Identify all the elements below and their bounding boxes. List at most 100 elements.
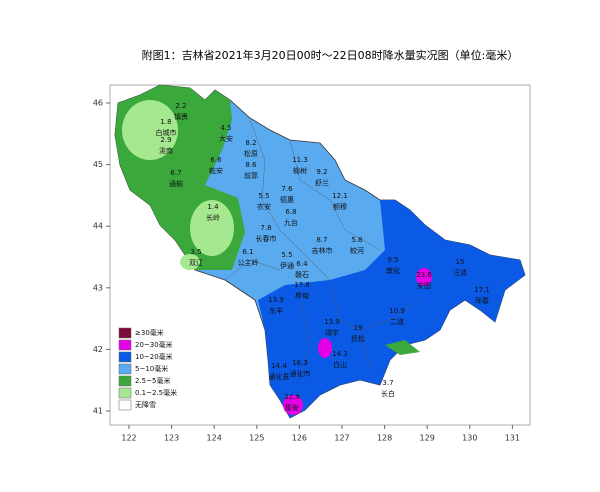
station-name: 伊通: [280, 261, 294, 270]
station-value: 7.6: [281, 185, 293, 193]
county-borders: [224, 119, 421, 381]
region-light: [180, 254, 200, 270]
station-name: 通榆: [169, 179, 183, 188]
region-20-30: [283, 395, 303, 415]
station-name: 磐石: [295, 270, 309, 279]
legend-swatch: [118, 327, 132, 339]
station-value: 10.9: [389, 307, 405, 315]
region-20-30: [416, 268, 432, 286]
station-value: 7.8: [260, 224, 271, 232]
station-name: 二道: [390, 317, 404, 326]
station-name: 汪清: [453, 268, 467, 277]
station-value: 5.5: [258, 192, 269, 200]
legend-swatch: [118, 351, 132, 363]
station-name: 舒兰: [315, 178, 329, 187]
legend-swatch: [118, 339, 132, 351]
legend-label: 5~10毫米: [135, 364, 168, 373]
station-name: 安图: [417, 281, 431, 290]
station-value: 5.8: [351, 236, 362, 244]
station-value: 6.8: [285, 208, 296, 216]
y-tick-label: 45: [93, 160, 103, 169]
station-name: 通化市: [290, 369, 311, 378]
station-value: 2.2: [175, 102, 186, 110]
station-name: 长春市: [256, 234, 277, 243]
station-value: 22.9: [284, 393, 300, 401]
legend-swatch: [118, 375, 132, 387]
map-title: 附图1：吉林省2021年3月20日00时～22日08时降水量实况图（单位:毫米）: [142, 48, 519, 62]
x-tick-label: 126: [292, 434, 307, 443]
station-name: 东丰: [269, 306, 283, 315]
legend-label: 10~20毫米: [135, 352, 173, 361]
y-tick-label: 43: [93, 283, 103, 292]
station-value: 6.4: [296, 260, 308, 268]
station-name: 长岭: [206, 213, 220, 222]
region-2-5: [385, 340, 420, 355]
region-light: [122, 100, 178, 160]
station-value: 13.9: [324, 318, 340, 326]
x-tick-label: 122: [121, 434, 136, 443]
station-value: 8.2: [245, 139, 256, 147]
station-value: 15: [456, 258, 465, 266]
legend-swatch: [118, 363, 132, 375]
station-name: 洮南: [159, 146, 173, 155]
region-20-30: [318, 338, 332, 358]
station-value: 14.3: [332, 350, 348, 358]
station-name: 松原: [244, 149, 258, 158]
station-value: 6.7: [170, 169, 181, 177]
x-tick-label: 128: [377, 434, 392, 443]
station-name: 榆树: [293, 166, 307, 175]
station-name: 蛟河: [350, 246, 364, 255]
station-name: 长白: [381, 389, 395, 398]
station-name: 额穆: [333, 202, 347, 211]
station-value: 5.5: [281, 251, 292, 259]
station-name: 公主岭: [238, 258, 259, 267]
station-value: 12.1: [332, 192, 348, 200]
station-value: 3.5: [190, 248, 201, 256]
y-tick-label: 42: [93, 345, 103, 354]
legend-swatch: [118, 399, 132, 411]
province: [114, 84, 526, 419]
station-value: 4.5: [220, 124, 231, 132]
station-value: 9.5: [387, 256, 398, 264]
y-tick-label: 46: [93, 99, 103, 108]
station-name: 桦甸: [295, 291, 309, 300]
station-name: 农安: [257, 202, 271, 211]
station-name: 九台: [284, 218, 298, 227]
x-tick-label: 131: [505, 434, 520, 443]
y-tick-label: 41: [93, 407, 103, 416]
station-name: 通化县: [269, 372, 290, 381]
legend-label: ≥30毫米: [135, 328, 164, 337]
legend-label: 0.1~2.5毫米: [135, 388, 177, 397]
station-value: 2.9: [160, 136, 171, 144]
region-10-20: [258, 200, 525, 418]
x-tick-label: 123: [164, 434, 179, 443]
station-value: 11.3: [292, 156, 308, 164]
station-name: 镇赉: [174, 112, 188, 121]
station-name: 双辽: [189, 259, 203, 267]
x-tick-label: 125: [249, 434, 264, 443]
station-name: 吉林市: [312, 246, 333, 255]
station-name: 白山: [333, 360, 347, 369]
station-value: 19: [354, 324, 363, 332]
station-value: 14.4: [271, 362, 287, 370]
station-value: 1.4: [207, 203, 219, 211]
x-tick-label: 127: [334, 434, 349, 443]
x-tick-label: 130: [462, 434, 477, 443]
station-value: 6.6: [210, 156, 222, 164]
station-name: 乾安: [209, 166, 223, 175]
legend-label: 2.5~5毫米: [135, 376, 170, 385]
station-name: 敦化: [386, 266, 400, 275]
station-value: 9.2: [316, 168, 327, 176]
station-name: 大安: [219, 134, 233, 143]
legend: ≥30毫米 20~30毫米 10~20毫米 5~10毫米 2.5~5毫米 0.1~2.5毫…: [114, 326, 184, 416]
station-value: 17.1: [474, 286, 490, 294]
station-value: 3.7: [382, 379, 393, 387]
station-value: 17.8: [294, 281, 310, 289]
station-name: 集安: [285, 403, 299, 412]
station-value: 8.6: [245, 161, 257, 169]
station-name: 珲春: [475, 296, 489, 305]
region-light: [190, 200, 234, 256]
station-value: 6.1: [242, 248, 253, 256]
